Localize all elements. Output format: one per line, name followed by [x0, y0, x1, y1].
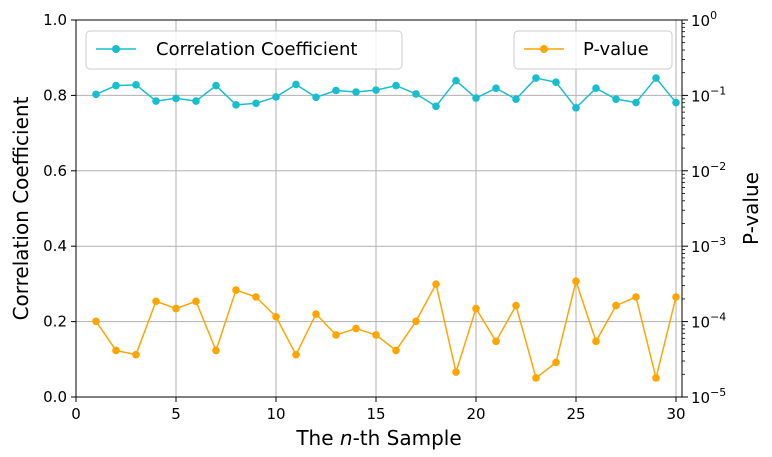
data-point-pvalue: [112, 346, 120, 355]
data-point-pvalue: [552, 358, 560, 367]
x-tick-label: 30: [666, 405, 685, 423]
data-point-pvalue: [252, 293, 260, 301]
data-point-pvalue: [592, 337, 600, 346]
data-point-correlation: [412, 90, 420, 98]
y-axis-title-left: Correlation Coefficient: [9, 96, 33, 320]
data-point-pvalue: [292, 350, 300, 359]
legend-pvalue: P-value: [513, 30, 673, 70]
data-point-pvalue: [652, 374, 660, 382]
data-point-correlation: [452, 76, 460, 85]
x-tick-label: 0: [71, 405, 81, 423]
data-point-correlation: [152, 97, 160, 105]
axes: 0 5 10 15 20 25 30 0.0 0.2 0.4 0.6 0.8 1.0 100 10−1 10−…: [43, 9, 726, 423]
data-point-correlation: [312, 93, 320, 102]
data-point-correlation: [372, 86, 380, 94]
y-right-tick-label: 10−5: [691, 386, 726, 407]
series-line-correlation: [95, 77, 677, 109]
y-left-tick-label: 0.8: [43, 86, 67, 104]
data-point-pvalue: [492, 337, 500, 346]
data-point-correlation: [272, 93, 280, 101]
data-point-pvalue: [472, 304, 480, 313]
data-point-correlation: [332, 86, 340, 95]
data-point-correlation: [132, 81, 140, 89]
series-line-pvalue: [95, 280, 677, 379]
data-point-correlation: [612, 95, 620, 103]
y-axis-title-right: P-value: [739, 172, 763, 245]
x-tick-label: 10: [266, 405, 285, 423]
data-point-correlation: [212, 81, 220, 90]
x-tick-label: 25: [566, 405, 585, 423]
y-right-tick-label: 100: [691, 9, 717, 30]
data-point-pvalue: [632, 293, 640, 301]
data-point-pvalue: [672, 293, 680, 301]
plot-frame: [75, 19, 683, 398]
data-point-correlation: [592, 84, 600, 93]
data-point-correlation: [472, 94, 480, 102]
data-point-correlation: [392, 81, 400, 90]
data-point-correlation: [492, 84, 500, 93]
data-point-pvalue: [152, 297, 160, 306]
legend-label-pvalue: P-value: [583, 39, 649, 60]
y-right-tick-label: 10−1: [691, 84, 726, 105]
data-point-pvalue: [612, 301, 620, 310]
data-point-correlation: [192, 97, 200, 105]
data-point-correlation: [672, 98, 680, 107]
data-point-pvalue: [412, 317, 420, 326]
data-point-correlation: [252, 99, 260, 108]
data-point-correlation: [532, 74, 540, 82]
x-tick-label: 15: [366, 405, 385, 423]
grid: [75, 19, 682, 398]
data-point-pvalue: [392, 346, 400, 355]
data-point-pvalue: [92, 317, 100, 326]
data-point-correlation: [512, 95, 520, 103]
data-point-pvalue: [172, 304, 180, 313]
y-left-tick-label: 1.0: [43, 11, 67, 29]
data-point-pvalue: [272, 312, 280, 321]
y-right-tick-label: 10−4: [691, 311, 726, 332]
data-point-pvalue: [432, 280, 440, 288]
y-left-tick-label: 0.6: [43, 162, 67, 180]
data-point-pvalue: [372, 331, 380, 339]
series-layer: [92, 74, 680, 382]
data-point-pvalue: [352, 324, 360, 333]
data-point-correlation: [552, 78, 560, 87]
data-point-pvalue: [192, 297, 200, 306]
legend-label-correlation: Correlation Coefficient: [156, 39, 357, 60]
data-point-correlation: [632, 98, 640, 107]
data-point-correlation: [92, 90, 100, 99]
x-tick-label: 5: [171, 405, 181, 423]
y-left-tick-label: 0.4: [43, 237, 67, 255]
data-point-pvalue: [572, 277, 580, 285]
y-left-tick-label: 0.0: [43, 388, 67, 406]
data-point-correlation: [232, 101, 240, 109]
y-right-tick-label: 10−2: [691, 160, 726, 181]
data-point-pvalue: [532, 374, 540, 382]
data-point-correlation: [352, 88, 360, 96]
data-point-correlation: [112, 81, 120, 90]
data-point-pvalue: [312, 310, 320, 318]
data-point-correlation: [652, 74, 660, 82]
data-point-correlation: [432, 102, 440, 111]
data-point-pvalue: [212, 346, 220, 355]
legend-correlation: Correlation Coefficient: [85, 30, 403, 70]
data-point-pvalue: [232, 286, 240, 294]
y-left-tick-label: 0.2: [43, 313, 67, 331]
x-tick-label: 20: [466, 405, 485, 423]
data-point-pvalue: [332, 331, 340, 339]
data-point-correlation: [172, 94, 180, 103]
data-point-pvalue: [452, 368, 460, 376]
data-point-correlation: [292, 80, 300, 89]
x-axis-title: The n-th Sample: [295, 426, 461, 450]
y-right-tick-label: 10−3: [691, 235, 726, 256]
data-point-correlation: [572, 104, 580, 112]
data-point-pvalue: [512, 301, 520, 310]
data-point-pvalue: [132, 350, 140, 359]
